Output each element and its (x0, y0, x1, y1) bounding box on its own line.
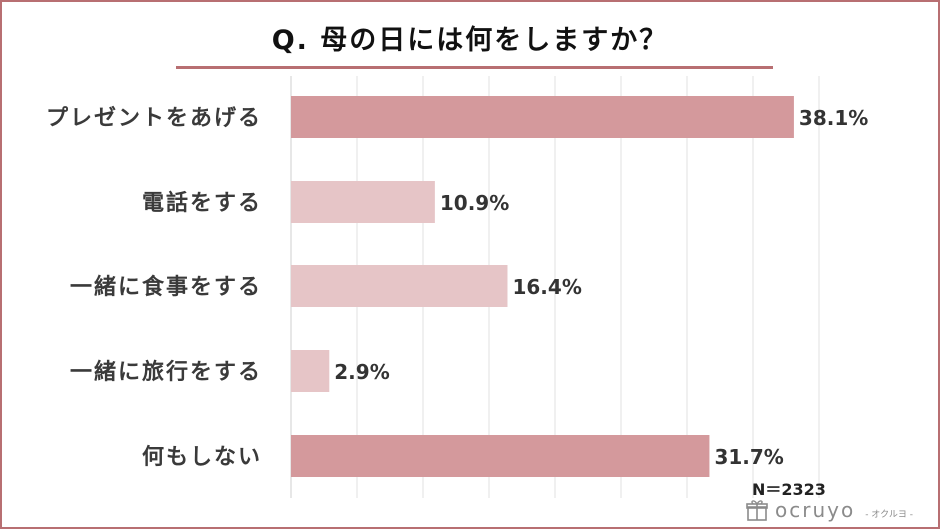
value-label: 31.7% (714, 445, 783, 469)
gift-icon (746, 500, 768, 521)
brand-subtitle: - オクルヨ - (865, 509, 913, 520)
value-label: 2.9% (334, 360, 389, 384)
category-label: 何もしない (142, 444, 262, 470)
title-underline (176, 66, 773, 69)
bar (291, 96, 794, 138)
brand-logo: ocruyo - オクルヨ - (745, 498, 913, 522)
chart-title: Q. 母の日には何をしますか？ (271, 25, 669, 56)
bar (291, 265, 508, 307)
brand-name: ocruyo (775, 498, 856, 522)
category-label: 一緒に旅行をする (70, 359, 262, 385)
value-label: 38.1% (799, 106, 868, 130)
bar (291, 435, 710, 477)
bar (291, 350, 330, 392)
sample-size-label: N＝2323 (752, 480, 826, 499)
value-label: 10.9% (440, 191, 509, 215)
category-label: プレゼントをあげる (46, 106, 262, 131)
category-label: 一緒に食事をする (70, 274, 262, 300)
bar (291, 181, 435, 223)
category-label: 電話をする (142, 190, 262, 216)
value-label: 16.4% (512, 275, 581, 299)
